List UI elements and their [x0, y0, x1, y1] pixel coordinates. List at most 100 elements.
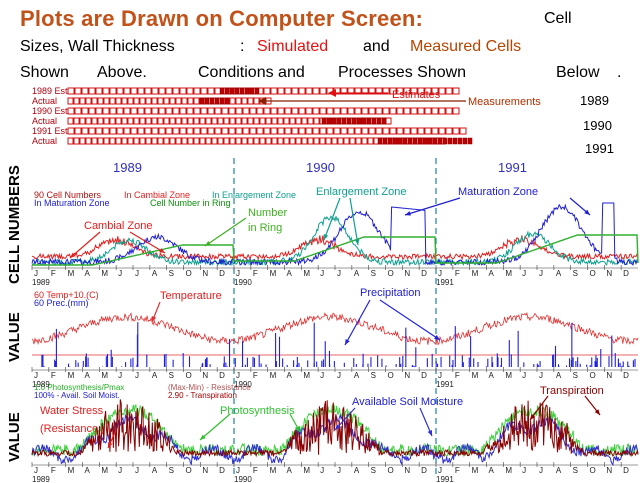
- cell-outline: [249, 127, 257, 135]
- cell-measured: [214, 97, 220, 105]
- cell-outline: [452, 87, 460, 95]
- cell-outline: [396, 87, 404, 95]
- cell-outline: [163, 97, 170, 105]
- month-letter: S: [573, 466, 578, 475]
- cell-outline: [396, 107, 404, 115]
- month-letter: J: [236, 371, 240, 380]
- cell-outline: [193, 87, 201, 95]
- month-letter: J: [438, 371, 442, 380]
- month-letter: S: [371, 269, 376, 278]
- cell-outline: [181, 117, 188, 125]
- cell-outline: [375, 87, 383, 95]
- month-letter: J: [337, 466, 341, 475]
- cell-outline: [157, 117, 164, 125]
- cell-outline: [263, 127, 271, 135]
- cell-outline: [151, 137, 158, 145]
- month-letter: F: [253, 269, 258, 278]
- cell-outline: [235, 127, 243, 135]
- axis-year-label: 1991: [436, 278, 454, 287]
- cell-outline: [247, 97, 254, 105]
- month-letter: F: [455, 269, 460, 278]
- cell-measured: [346, 117, 352, 125]
- annotation-enlargement-zone: Enlargement Zone: [316, 186, 407, 198]
- cell-outline: [301, 117, 308, 125]
- cell-outline: [81, 127, 89, 135]
- cell-measured: [244, 87, 250, 95]
- cell-outline: [151, 107, 159, 115]
- cell-outline: [181, 137, 188, 145]
- cell-measured: [417, 137, 423, 145]
- cambial-arrow-2-head: [159, 248, 165, 253]
- timeline-year-1991: 1991: [498, 160, 527, 175]
- cell-outline: [385, 117, 392, 125]
- cell-outline: [193, 137, 200, 145]
- cell-outline: [200, 127, 208, 135]
- cell-measured: [397, 137, 403, 145]
- cell-measured: [442, 137, 448, 145]
- annotation-cambial-zone: Cambial Zone: [84, 220, 153, 232]
- month-letter: M: [505, 466, 512, 475]
- month-letter: S: [169, 466, 174, 475]
- p3-legend-resistance: (Max-Min) - Resistance: [168, 383, 251, 392]
- cell-outline: [403, 127, 411, 135]
- cell-outline: [367, 137, 374, 145]
- cell-outline: [214, 127, 222, 135]
- cell-outline: [319, 87, 327, 95]
- cell-outline: [452, 107, 460, 115]
- p3-legend-photosynthesis: 1.0 Photosynthesis/Pmax: [34, 383, 125, 392]
- cell-outline: [121, 117, 128, 125]
- month-letter: D: [219, 371, 225, 380]
- month-letter: A: [354, 371, 360, 380]
- month-letter: A: [85, 371, 91, 380]
- month-letter: D: [421, 371, 427, 380]
- annotation-temperature: Temperature: [160, 290, 222, 302]
- cell-outline: [241, 97, 248, 105]
- cell-measured: [229, 87, 235, 95]
- cell-outline: [130, 127, 138, 135]
- cell-outline: [337, 137, 344, 145]
- cell-outline: [253, 117, 260, 125]
- cell-measured: [427, 137, 433, 145]
- month-letter: F: [51, 269, 56, 278]
- header-conditions: Conditions and: [198, 64, 305, 81]
- month-letter: J: [337, 269, 341, 278]
- cell-outline: [410, 87, 418, 95]
- cell-outline: [249, 107, 257, 115]
- cell-outline: [79, 117, 86, 125]
- month-letter: A: [354, 466, 360, 475]
- cell-measured: [341, 117, 347, 125]
- cell-outline: [163, 117, 170, 125]
- p1-legend-enlargement: In Enlargement Zone: [212, 190, 297, 200]
- month-letter: M: [303, 466, 310, 475]
- cell-outline: [200, 107, 208, 115]
- cell-outline: [139, 97, 146, 105]
- cell-outline: [133, 117, 140, 125]
- cell-measured: [326, 117, 332, 125]
- cell-outline: [235, 137, 242, 145]
- cell-outline: [151, 117, 158, 125]
- axis-year-label: 1989: [32, 475, 50, 483]
- cell-measured: [209, 97, 215, 105]
- cell-measured: [402, 137, 408, 145]
- cell-outline: [116, 127, 124, 135]
- month-letter: J: [522, 371, 526, 380]
- month-letter: O: [186, 466, 192, 475]
- month-letter: O: [186, 371, 192, 380]
- cell-outline: [109, 117, 116, 125]
- month-letter: J: [236, 466, 240, 475]
- header-simulated: Simulated: [257, 38, 329, 55]
- cell-outline: [326, 107, 334, 115]
- cell-outline: [305, 127, 313, 135]
- precip-arrow-2: [379, 299, 441, 341]
- month-letter: N: [606, 269, 612, 278]
- cell-outline: [228, 127, 236, 135]
- cell-outline: [277, 87, 285, 95]
- cell-outline: [265, 137, 272, 145]
- month-letter: J: [118, 371, 122, 380]
- cell-outline: [67, 97, 74, 105]
- cell-outline: [326, 127, 334, 135]
- cell-outline: [172, 87, 180, 95]
- cell-outline: [115, 97, 122, 105]
- cell-measured: [331, 117, 337, 125]
- cell-measured: [219, 87, 225, 95]
